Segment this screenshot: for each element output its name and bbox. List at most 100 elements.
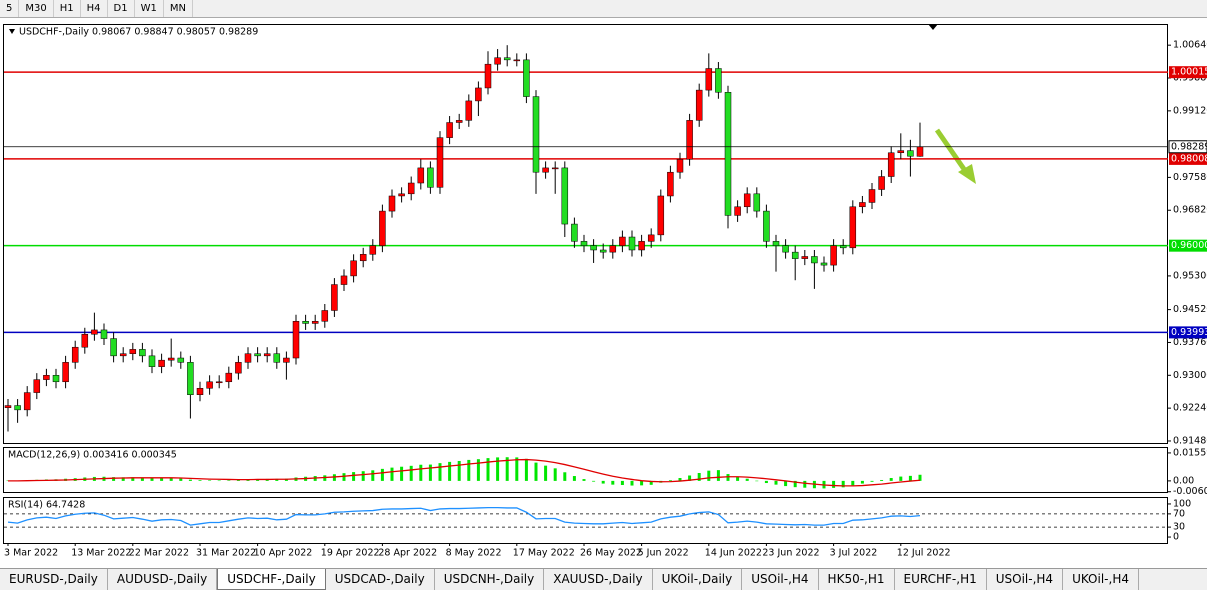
candle-body <box>695 89 703 121</box>
y-tick-label: 0.91480 <box>1173 435 1207 446</box>
level-label-box <box>1169 66 1207 79</box>
macd-bar <box>179 478 183 481</box>
macd-bar <box>592 480 596 482</box>
macd-frame <box>3 447 1168 493</box>
timeframe-button[interactable]: M30 <box>19 0 54 17</box>
macd-bar <box>755 480 759 482</box>
macd-bar <box>131 477 135 481</box>
macd-bar <box>688 475 692 481</box>
chart-tab[interactable]: USDCNH-,Daily <box>435 569 545 590</box>
candle-body <box>379 210 386 246</box>
chart-tab[interactable]: EURUSD-,Daily <box>0 569 108 590</box>
x-tick-label: 26 May 2022 <box>580 548 642 559</box>
candle-body <box>628 236 636 251</box>
candle-body <box>4 405 12 408</box>
chart-tab[interactable]: UKOil-,Daily <box>653 569 743 590</box>
macd-bar <box>726 474 730 481</box>
candle-body <box>686 120 693 160</box>
x-tick-label: 3 Jul 2022 <box>830 548 878 559</box>
title-marker <box>9 29 15 34</box>
candle-body <box>724 92 732 216</box>
macd-bar <box>544 465 548 481</box>
chart-tab[interactable]: USOil-,H4 <box>742 569 819 590</box>
level-label: 0.96000 <box>1171 240 1207 251</box>
chart-tab[interactable]: XAUUSD-,Daily <box>544 569 653 590</box>
chart-tab[interactable]: AUDUSD-,Daily <box>108 569 218 590</box>
chart-tab[interactable]: USOil-,H4 <box>987 569 1064 590</box>
candle-body <box>244 353 252 363</box>
timeframe-button[interactable]: D1 <box>108 0 135 17</box>
candle-body <box>868 189 876 203</box>
x-tick-label: 14 Jun 2022 <box>705 548 762 559</box>
candle-body <box>139 349 146 357</box>
candle-body <box>763 210 770 242</box>
macd-bar <box>774 480 778 485</box>
macd-bar <box>918 474 922 481</box>
chart-tab[interactable]: UKOil-,H4 <box>1063 569 1139 590</box>
candle-body <box>417 167 425 184</box>
candle-body <box>235 362 242 374</box>
macd-bar <box>899 476 903 481</box>
candle-body <box>772 241 780 246</box>
macd-bar <box>150 478 154 481</box>
background <box>0 18 1207 568</box>
candle-body <box>321 310 329 322</box>
x-tick-label: 23 Jun 2022 <box>762 548 819 559</box>
candle-body <box>263 353 271 357</box>
macd-bar <box>371 470 375 481</box>
macd-bar <box>524 458 528 481</box>
candle-body <box>340 275 348 285</box>
candle-body <box>225 372 233 383</box>
macd-bar <box>476 459 480 481</box>
candle-body <box>158 359 165 367</box>
macd-bar <box>745 478 749 481</box>
candle-body <box>887 152 895 177</box>
chart-tab[interactable]: EURCHF-,H1 <box>895 569 987 590</box>
timeframe-button[interactable]: 5 <box>0 0 20 17</box>
macd-bar <box>630 480 634 486</box>
y-tick-label: 30 <box>1173 522 1185 533</box>
candle-body <box>167 357 175 361</box>
timeframe-button[interactable]: H1 <box>54 0 81 17</box>
candle-body <box>446 122 453 138</box>
macd-bar <box>438 463 442 481</box>
timeframe-button[interactable]: W1 <box>135 0 164 17</box>
macd-bar <box>160 478 164 481</box>
panel-title: MACD(12,26,9) 0.003416 0.000345 <box>8 450 177 461</box>
level-label: 0.93993 <box>1171 327 1207 338</box>
signal-line <box>8 458 921 487</box>
rsi-line <box>7 506 921 526</box>
candle-body <box>359 254 367 262</box>
candle-body <box>62 362 69 383</box>
macd-bar <box>678 478 682 481</box>
panel-title: USDCHF-,Daily 0.98067 0.98847 0.98057 0.… <box>19 27 258 38</box>
level-label-box <box>1169 326 1207 339</box>
macd-bar <box>121 477 125 481</box>
candle-body <box>561 167 569 225</box>
candle-body <box>81 333 89 348</box>
timeframe-button[interactable]: MN <box>164 0 193 17</box>
chart-tab[interactable]: USDCHF-,Daily <box>217 569 326 590</box>
timeframe-button[interactable]: H4 <box>81 0 108 17</box>
candle-body <box>676 158 684 173</box>
candle-body <box>753 193 761 212</box>
macd-bar <box>611 480 615 485</box>
chart-tab[interactable]: USDCAD-,Daily <box>326 569 435 590</box>
macd-bar <box>649 480 653 485</box>
x-tick-label: 3 Mar 2022 <box>4 548 58 559</box>
candle-body <box>590 245 597 251</box>
macd-bar <box>400 466 404 481</box>
macd-bar <box>112 477 116 481</box>
candle-body <box>254 353 261 357</box>
macd-bar <box>352 472 356 481</box>
chart-tab[interactable]: HK50-,H1 <box>819 569 895 590</box>
candle-body <box>148 355 156 367</box>
candle-body <box>878 176 885 190</box>
candle-body <box>599 249 607 253</box>
